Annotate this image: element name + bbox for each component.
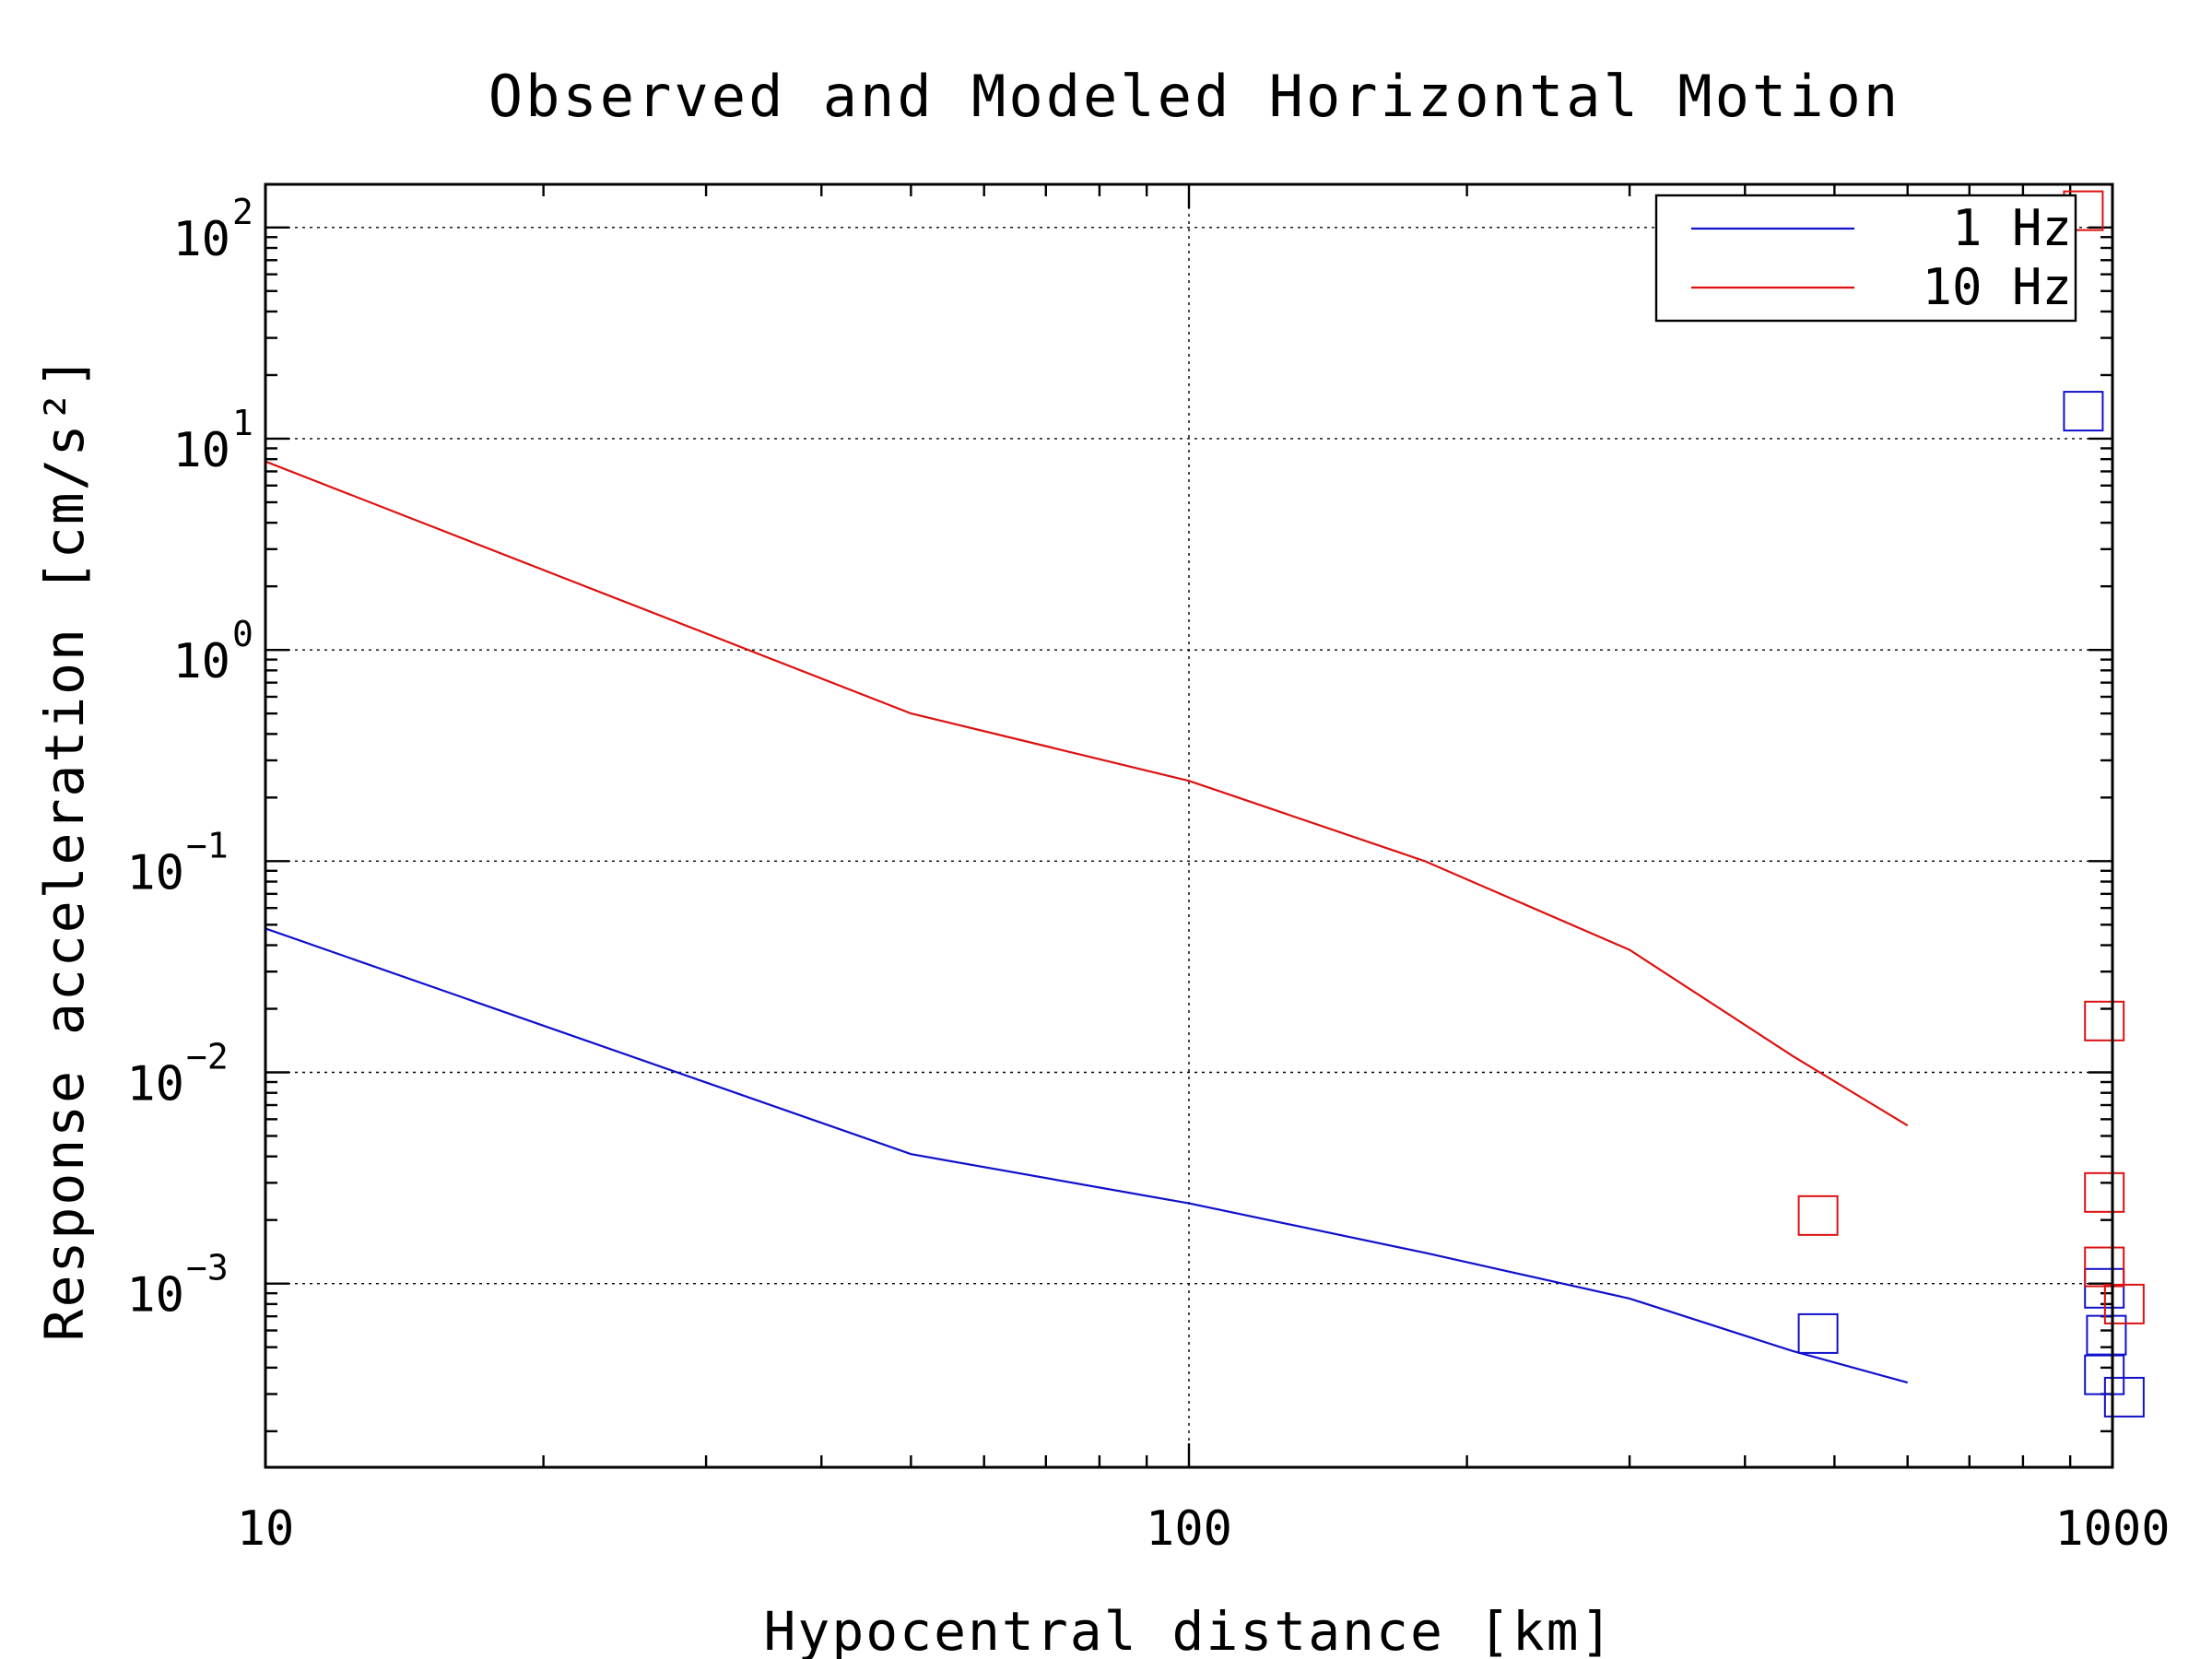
- observed-marker: [1797, 1194, 1839, 1236]
- y-tick-exponent: 2: [232, 192, 253, 232]
- observed-marker: [2084, 1171, 2125, 1213]
- observed-markers: [1797, 190, 2145, 1418]
- x-axis-label: Hypocentral distance [km]: [764, 1600, 1615, 1659]
- y-tick-base: 10: [172, 212, 230, 267]
- y-tick-exponent: −1: [186, 825, 229, 865]
- axis-ticks: [264, 184, 2114, 1467]
- y-tick-base: 10: [126, 1057, 184, 1112]
- series-line-10-hz: [265, 460, 1909, 1127]
- observed-marker: [1797, 1312, 1839, 1354]
- legend-label: 10 Hz: [1922, 258, 2072, 316]
- y-tick-base: 10: [172, 634, 230, 689]
- y-tick-label: 10 −2: [126, 1037, 228, 1112]
- x-tick-label: 100: [1146, 1501, 1232, 1557]
- observed-marker: [2103, 1283, 2145, 1324]
- observed-marker: [2084, 1000, 2125, 1041]
- series: [265, 460, 1909, 1384]
- grid: [265, 184, 2112, 1467]
- y-tick-base: 10: [126, 1268, 184, 1324]
- x-tick-label: 10: [237, 1501, 295, 1557]
- y-axis-label: Response acceleration [cm/s²]: [33, 355, 96, 1342]
- y-tick-exponent: 0: [232, 614, 253, 654]
- chart-title: Observed and Modeled Horizontal Motion: [488, 63, 1900, 130]
- observed-marker: [2063, 391, 2104, 432]
- y-tick-label: 10 1: [172, 403, 253, 478]
- y-tick-label: 10 −1: [126, 825, 228, 900]
- legend-box: [1654, 194, 2077, 323]
- y-tick-base: 10: [126, 845, 184, 900]
- observed-marker: [2086, 1314, 2127, 1356]
- y-tick-exponent: −3: [186, 1248, 229, 1288]
- y-tick-label: 10 −3: [126, 1248, 228, 1324]
- legend-label: 1 Hz: [1952, 199, 2072, 257]
- y-tick-exponent: −2: [186, 1037, 229, 1077]
- observed-marker: [2084, 1246, 2125, 1288]
- observed-marker: [2103, 1376, 2145, 1418]
- y-tick-exponent: 1: [232, 403, 253, 443]
- y-tick-base: 10: [172, 423, 230, 478]
- x-tick-label: 1000: [2054, 1501, 2170, 1557]
- y-tick-label: 10 0: [172, 614, 253, 689]
- x-tick-labels: 10 100 1000: [237, 1501, 2171, 1557]
- y-tick-label: 10 2: [172, 192, 253, 267]
- series-line-1-hz: [265, 927, 1908, 1384]
- plot-frame: [264, 182, 2114, 1469]
